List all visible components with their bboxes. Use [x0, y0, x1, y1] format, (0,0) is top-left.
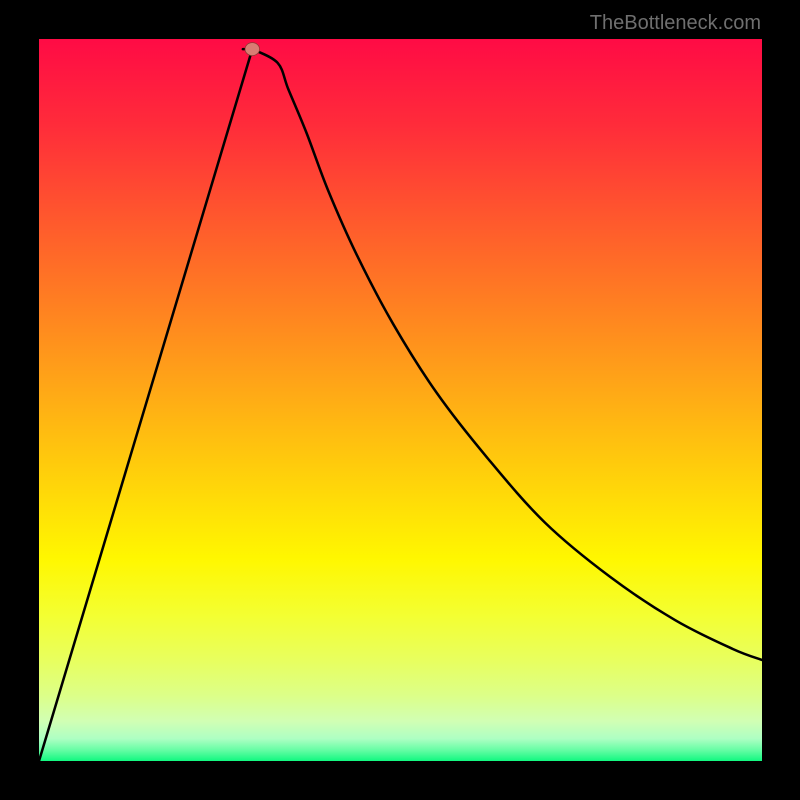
watermark-text: TheBottleneck.com: [590, 12, 761, 35]
plot-area: [39, 39, 762, 761]
curve-layer: [39, 39, 762, 761]
bottleneck-curve: [39, 49, 762, 761]
minimum-marker: [245, 43, 259, 56]
